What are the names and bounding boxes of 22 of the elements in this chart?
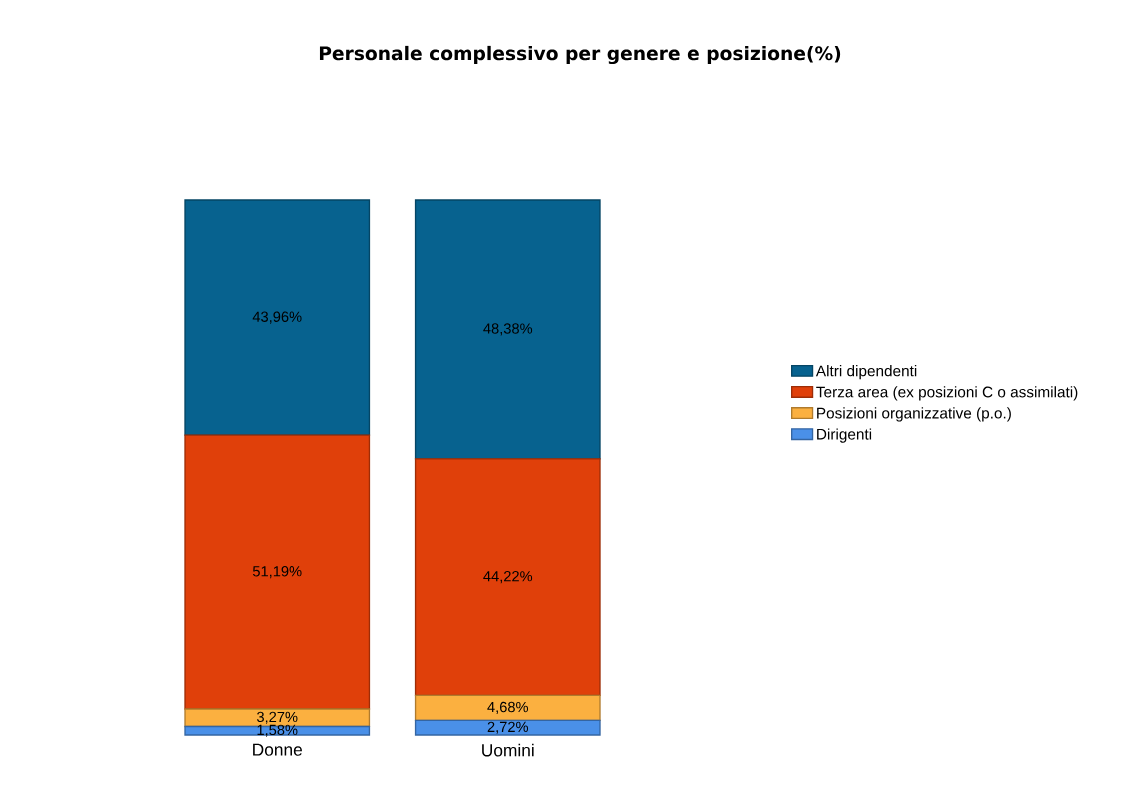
data-label: 1,58% [257,724,298,737]
x-tick-label: Uomini [482,743,534,757]
data-label: 2,72% [487,721,529,734]
bar [414,694,601,722]
data-label: 4,68% [487,701,529,714]
data-label: 3,27% [257,711,298,724]
legend-label: Terza area (ex posizioni C o assimilati) [816,386,1078,401]
x-tick-label: Donne [253,743,302,756]
bar [414,719,601,736]
bar [414,458,601,697]
data-label: 44,22% [483,571,533,584]
data-label: 51,19% [252,566,302,579]
chart-title: Personale complessivo per genere e posizione(%) [319,45,841,65]
legend-label: Dirigenti [817,428,872,443]
bar [184,434,371,710]
legend-label: Posizioni organizzative (p.o.) [817,407,1011,422]
legend-label: Altri dipendenti [815,365,917,380]
bar [184,725,371,736]
data-label: 48,38% [483,323,533,336]
bar [184,199,371,436]
data-label: 43,96% [252,311,302,324]
bar [414,199,601,460]
